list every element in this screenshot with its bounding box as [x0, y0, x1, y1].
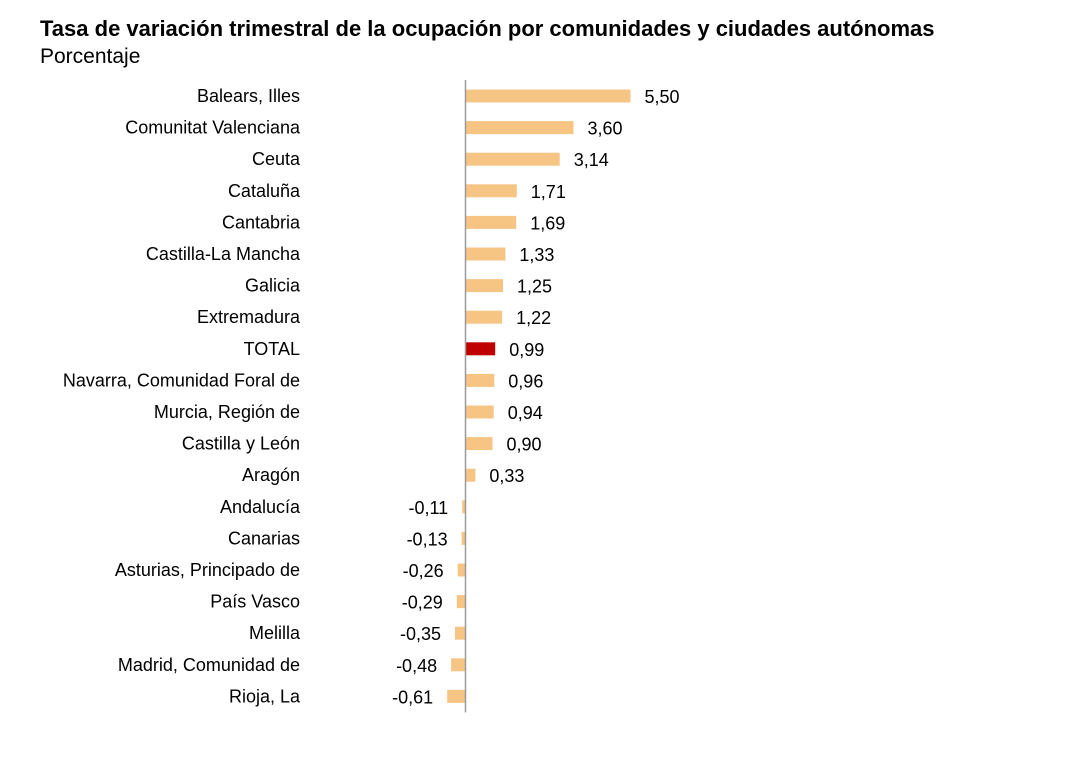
- category-label: Comunitat Valenciana: [125, 118, 301, 138]
- bar: [461, 531, 466, 545]
- category-label: TOTAL: [244, 339, 300, 359]
- bar: [465, 468, 476, 482]
- value-label: -0,35: [400, 624, 441, 644]
- bar: [456, 595, 466, 609]
- value-label: 1,69: [530, 213, 565, 233]
- bar: [465, 405, 494, 419]
- value-label: -0,26: [403, 561, 444, 581]
- category-label: Madrid, Comunidad de: [118, 655, 300, 675]
- chart-subtitle: Porcentaje: [40, 45, 141, 68]
- category-label: Extremadura: [197, 307, 301, 327]
- value-label: 1,22: [516, 308, 551, 328]
- value-label: 3,60: [588, 119, 623, 139]
- category-label: Asturias, Principado de: [115, 560, 300, 580]
- bar: [447, 689, 466, 703]
- category-label: Castilla-La Mancha: [146, 244, 301, 264]
- category-label: Galicia: [245, 276, 301, 296]
- category-label: Aragón: [242, 465, 300, 485]
- category-label: Rioja, La: [229, 686, 301, 706]
- bar: [465, 184, 517, 198]
- value-label: 0,33: [489, 466, 524, 486]
- bar: [462, 500, 466, 514]
- value-label: -0,48: [396, 656, 437, 676]
- category-label: Andalucía: [220, 497, 301, 517]
- category-label: Ceuta: [252, 149, 301, 169]
- category-label: Balears, Illes: [197, 86, 300, 106]
- bar: [465, 121, 574, 135]
- bar: [465, 215, 517, 229]
- category-label: Navarra, Comunidad Foral de: [63, 370, 300, 390]
- category-label: Cantabria: [222, 212, 301, 232]
- bar: [455, 626, 466, 640]
- bar: [465, 247, 506, 261]
- chart-title: Tasa de variación trimestral de la ocupa…: [40, 16, 935, 41]
- value-label: -0,13: [407, 529, 448, 549]
- category-label: Cataluña: [228, 181, 301, 201]
- value-label: -0,29: [402, 593, 443, 613]
- bar: [465, 342, 496, 356]
- bar: [465, 89, 631, 103]
- category-label: Murcia, Región de: [154, 402, 300, 422]
- value-label: 1,25: [517, 277, 552, 297]
- bar: [465, 310, 503, 324]
- bar: [465, 152, 560, 166]
- value-label: 1,71: [531, 182, 566, 202]
- bar: [451, 658, 466, 672]
- category-label: Melilla: [249, 623, 301, 643]
- category-label: Canarias: [228, 528, 300, 548]
- category-label: País Vasco: [210, 592, 300, 612]
- value-label: 0,94: [508, 403, 543, 423]
- value-label: 0,96: [508, 371, 543, 391]
- bar: [457, 563, 466, 577]
- value-label: 0,99: [509, 340, 544, 360]
- value-label: -0,61: [392, 687, 433, 707]
- value-label: 5,50: [645, 87, 680, 107]
- category-label: Castilla y León: [182, 434, 300, 454]
- bar: [465, 437, 493, 451]
- value-label: 1,33: [519, 245, 554, 265]
- value-label: -0,11: [408, 498, 448, 518]
- value-label: 3,14: [574, 150, 609, 170]
- bar: [465, 373, 495, 387]
- value-label: 0,90: [507, 435, 542, 455]
- bar: [465, 279, 503, 293]
